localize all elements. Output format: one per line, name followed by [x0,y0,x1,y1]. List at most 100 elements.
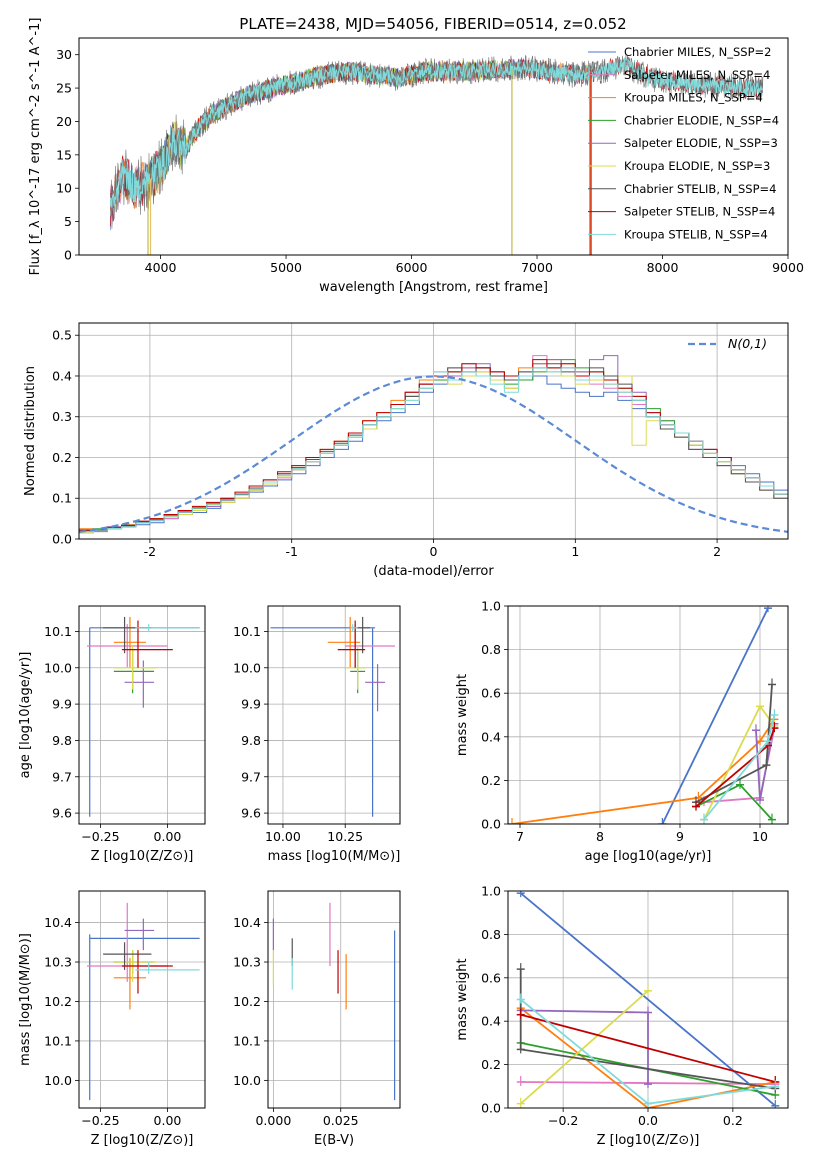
x-tick-label: −0.25 [81,829,119,844]
y-tick-label: 25 [56,81,72,96]
y-tick-label: 10.4 [44,915,72,930]
axes-frame [78,890,206,1109]
mass-weight-line [520,990,649,1105]
x-tick-label: −0.25 [81,1113,119,1128]
y-tick-label: 1.0 [481,599,501,614]
legend-entry: N(0,1) [728,336,767,351]
legend-entry: Kroupa MILES, N_SSP=4 [624,91,763,105]
y-tick-label: 0.0 [52,532,72,547]
mass-weight-line [661,607,769,824]
y-tick-label: 0.2 [52,450,72,465]
y-tick-label: 0.4 [52,368,72,383]
legend-entry: Salpeter MILES, N_SSP=4 [624,68,770,82]
plot-area [79,355,788,534]
y-axis-label: Normed distribution [23,366,38,496]
x-tick-label: 9000 [772,260,804,275]
x-tick-label: 1 [571,544,579,559]
y-tick-label: 10.0 [233,1073,261,1088]
legend-entry: Salpeter STELIB, N_SSP=4 [624,205,775,219]
x-tick-label: -2 [144,544,156,559]
residual-histogram [79,367,788,533]
plot-area [87,616,200,817]
plot-area [272,902,396,1101]
legend-entry: Chabrier STELIB, N_SSP=4 [624,182,776,196]
x-tick-label: 0.2 [723,1113,743,1128]
model-spectrum-line [109,57,764,208]
y-tick-label: 10 [56,181,72,196]
legend-entry: Chabrier ELODIE, N_SSP=4 [624,113,779,127]
x-tick-label: 4000 [145,260,177,275]
x-axis-label: age [log10(age/yr)] [585,849,712,864]
axes-frame [507,605,789,825]
x-axis-label: (data-model)/error [373,564,494,579]
axes-frame [78,322,789,540]
age-vs-mass-panel: 10.00 10.25 9.6 9.7 9.8 9.9 10.0 10.1 mass [log1… [233,605,401,864]
y-axis-label: mass weight [455,674,470,756]
spectrum-panel: 4000 5000 6000 7000 8000 9000 0 5 10 15 20 25 30 wave… [28,18,804,295]
y-tick-label: 30 [56,47,72,62]
axes-frame [78,605,206,825]
axes-frame [78,37,789,256]
y-tick-label: 10.1 [233,1033,261,1048]
x-tick-label: -1 [285,544,297,559]
y-tick-label: 10.4 [233,915,261,930]
y-tick-label: 9.8 [241,733,261,748]
x-tick-label: 0.025 [323,1113,359,1128]
y-tick-label: 10.3 [233,955,261,970]
y-tick-label: 10.0 [44,1073,72,1088]
y-tick-label: 9.9 [52,697,72,712]
plot-area [508,606,779,824]
y-axis-label: age [log10(age/yr)] [18,652,33,779]
y-tick-label: 1.0 [481,884,501,899]
x-tick-label: 0.00 [154,1113,182,1128]
x-tick-label: 10 [752,829,768,844]
y-tick-label: 0.4 [481,729,501,744]
y-tick-label: 10.1 [44,1033,72,1048]
y-tick-label: 10.0 [233,660,261,675]
plot-area [109,54,764,255]
y-tick-label: 0.2 [481,1057,501,1072]
y-tick-label: 9.8 [52,733,72,748]
legend-entry: Chabrier MILES, N_SSP=2 [624,45,771,59]
y-tick-label: 10.1 [44,624,72,639]
x-tick-label: −0.2 [548,1113,578,1128]
y-tick-label: 0.5 [52,328,72,343]
mass-weight-vs-metallicity-panel: −0.2 0.0 0.2 0.0 0.2 0.4 0.6 0.8 1.0 Z [log10(Z/Z… [455,884,789,1148]
x-tick-label: 9 [676,829,684,844]
y-tick-label: 10.0 [44,660,72,675]
axes-frame [267,605,401,825]
x-tick-label: 2 [713,544,721,559]
residuals-panel: -2 -1 0 1 2 0.0 0.1 0.2 0.3 0.4 0.5 (data-model)/er… [23,322,789,579]
x-tick-label: 0.0 [638,1113,658,1128]
legend-entry: Kroupa STELIB, N_SSP=4 [624,227,768,241]
x-axis-label: E(B-V) [314,1133,354,1148]
y-tick-label: 5 [64,214,72,229]
x-tick-label: 10.00 [265,829,301,844]
spectrum-title: PLATE=2438, MJD=54056, FIBERID=0514, z=0… [239,15,626,33]
y-tick-label: 0.6 [481,970,501,985]
y-tick-label: 0 [64,248,72,263]
plot-area [87,902,200,1101]
y-tick-label: 0.8 [481,927,501,942]
y-axis-label: mass [log10(M/M⊙)] [18,933,33,1066]
x-axis-label: mass [log10(M/M⊙)] [268,849,401,864]
legend-entry: Salpeter ELODIE, N_SSP=3 [624,136,778,150]
legend-entry: Kroupa ELODIE, N_SSP=3 [624,159,770,173]
x-tick-label: 5000 [270,260,302,275]
y-tick-label: 0.4 [481,1014,501,1029]
x-axis-label: Z [log10(Z/Z⊙)] [91,849,194,864]
y-axis-label: mass weight [455,958,470,1040]
x-tick-label: 8 [596,829,604,844]
x-tick-label: 0 [430,544,438,559]
y-tick-label: 9.9 [241,697,261,712]
y-tick-label: 0.3 [52,409,72,424]
mass-weight-vs-age-panel: 7 8 9 10 0.0 0.2 0.4 0.6 0.8 1.0 age [log10(age/yr… [455,599,789,864]
x-axis-label: Z [log10(Z/Z⊙)] [91,1133,194,1148]
axes-frame [507,890,789,1109]
plot-area [270,616,396,817]
mass-vs-ebv-panel: 0.000 0.025 10.0 10.1 10.2 10.3 10.4 E(B-V) [233,890,401,1148]
y-axis-label: Flux [f_λ 10^-17 erg cm^-2 s^-1 A^-1] [28,18,43,276]
y-tick-label: 9.6 [52,806,72,821]
y-tick-label: 0.1 [52,491,72,506]
y-tick-label: 10.2 [44,994,72,1009]
